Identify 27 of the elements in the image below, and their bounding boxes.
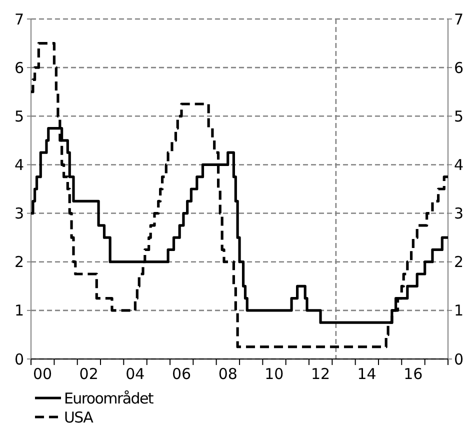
x-tick-label: 08 — [218, 365, 238, 383]
x-tick-label: 06 — [172, 365, 192, 383]
x-tick-label: 02 — [79, 365, 98, 383]
y2-tick-label: 5 — [454, 107, 464, 126]
y-tick-label: 3 — [14, 204, 24, 223]
y-tick-label: 6 — [14, 58, 24, 77]
y2-tick-label: 0 — [454, 350, 464, 368]
y-tick-label: 4 — [14, 156, 24, 174]
y2-tick-label: 6 — [454, 58, 464, 77]
y2-tick-label: 7 — [454, 10, 464, 28]
y-tick-label: 0 — [14, 350, 24, 368]
y-tick-label: 2 — [14, 253, 24, 272]
x-tick-label: 10 — [264, 365, 284, 383]
y-tick-label: 1 — [14, 302, 24, 320]
x-tick-label: 16 — [404, 365, 423, 383]
y2-tick-label: 2 — [454, 253, 464, 272]
legend-label: USA — [64, 408, 94, 425]
x-tick-label: 04 — [126, 365, 145, 383]
y-tick-label: 5 — [14, 107, 24, 126]
y2-tick-label: 4 — [454, 156, 464, 174]
x-tick-label: 00 — [32, 365, 52, 383]
y-tick-label: 7 — [14, 10, 24, 28]
x-tick-label: 14 — [357, 365, 376, 383]
y2-tick-label: 3 — [454, 204, 464, 223]
y2-tick-label: 1 — [454, 302, 464, 320]
x-tick-label: 12 — [310, 365, 330, 383]
legend-label: Euroområdet — [64, 389, 154, 408]
